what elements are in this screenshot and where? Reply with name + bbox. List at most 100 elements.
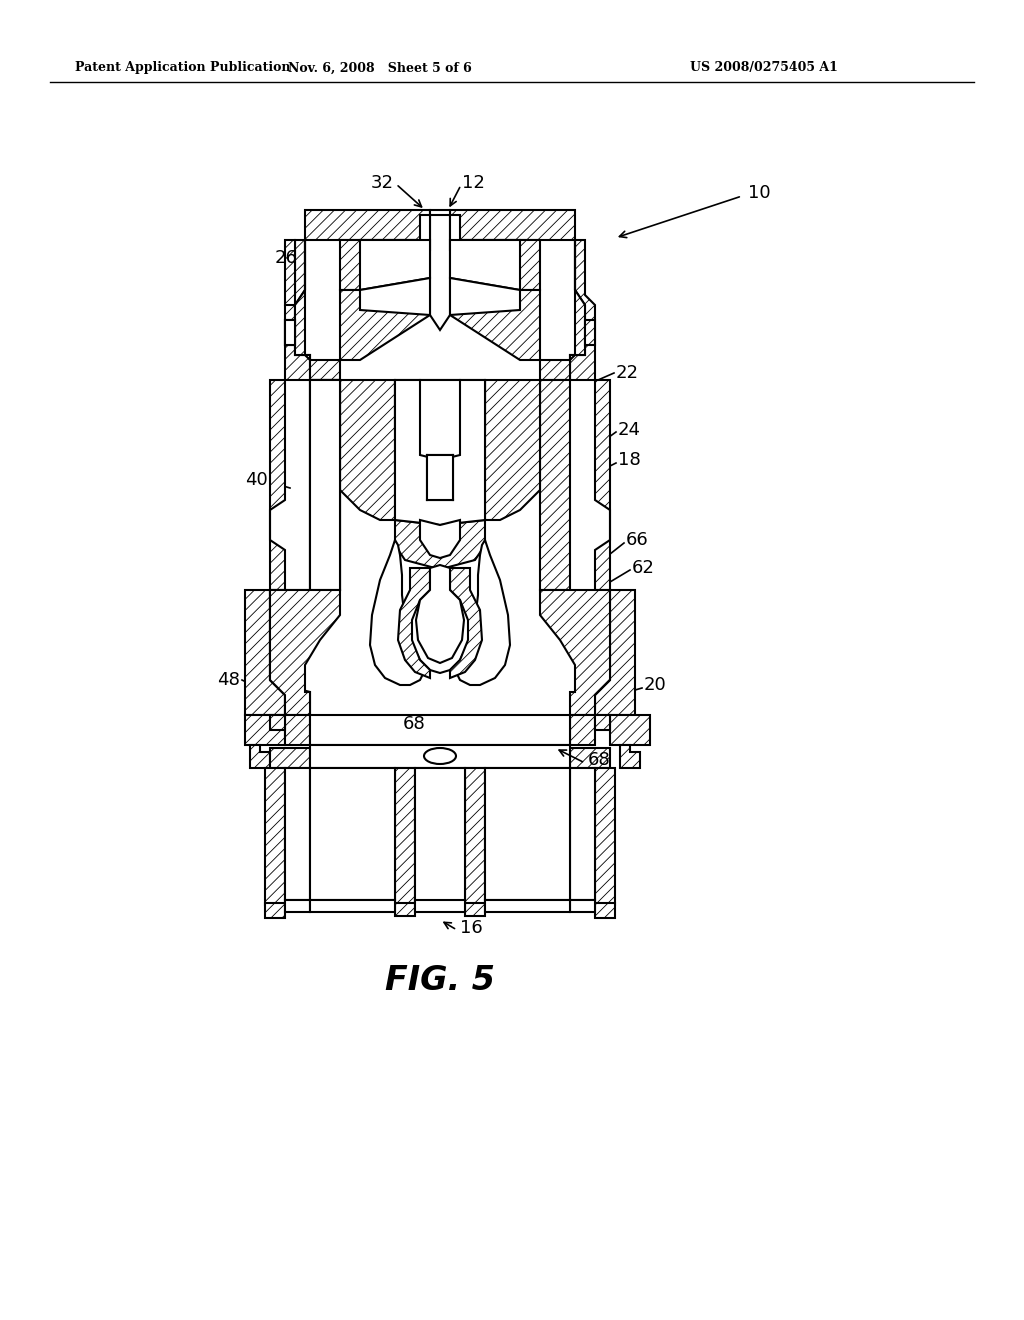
Polygon shape <box>415 768 465 906</box>
Polygon shape <box>265 903 285 917</box>
Text: 16: 16 <box>460 919 482 937</box>
Ellipse shape <box>424 748 456 764</box>
Polygon shape <box>285 768 310 900</box>
Polygon shape <box>595 768 615 906</box>
Text: 48: 48 <box>217 671 240 689</box>
Polygon shape <box>485 900 570 912</box>
Polygon shape <box>460 380 485 455</box>
Text: 68: 68 <box>588 751 610 770</box>
Polygon shape <box>420 215 430 249</box>
Polygon shape <box>420 380 460 459</box>
Polygon shape <box>398 568 430 678</box>
Polygon shape <box>270 715 285 730</box>
Polygon shape <box>595 380 610 590</box>
Polygon shape <box>370 540 426 685</box>
Text: US 2008/0275405 A1: US 2008/0275405 A1 <box>690 62 838 74</box>
Polygon shape <box>310 380 340 590</box>
Text: 66: 66 <box>626 531 649 549</box>
Polygon shape <box>454 540 510 685</box>
Polygon shape <box>285 900 310 912</box>
Text: 12: 12 <box>462 174 485 191</box>
Polygon shape <box>415 900 465 912</box>
Polygon shape <box>540 240 585 380</box>
Polygon shape <box>270 590 340 715</box>
Text: 20: 20 <box>644 676 667 694</box>
Text: 40: 40 <box>246 471 268 488</box>
Polygon shape <box>595 715 610 730</box>
Polygon shape <box>250 744 270 768</box>
Text: 10: 10 <box>748 183 771 202</box>
Polygon shape <box>485 768 570 900</box>
Polygon shape <box>585 319 595 345</box>
Polygon shape <box>270 748 310 768</box>
Polygon shape <box>485 380 540 520</box>
Polygon shape <box>450 210 575 240</box>
Polygon shape <box>360 279 430 315</box>
Polygon shape <box>285 319 295 345</box>
Text: 5̲4̲: 5̲4̲ <box>428 620 452 639</box>
Polygon shape <box>340 380 395 520</box>
Polygon shape <box>340 279 430 360</box>
Text: 22: 22 <box>616 364 639 381</box>
Polygon shape <box>540 590 610 715</box>
Polygon shape <box>310 715 570 744</box>
Polygon shape <box>450 240 540 290</box>
Text: 18: 18 <box>618 451 641 469</box>
Text: Nov. 6, 2008   Sheet 5 of 6: Nov. 6, 2008 Sheet 5 of 6 <box>288 62 472 74</box>
Polygon shape <box>395 380 420 455</box>
Polygon shape <box>395 768 415 906</box>
Polygon shape <box>465 903 485 916</box>
Polygon shape <box>360 240 430 290</box>
Polygon shape <box>450 240 520 290</box>
Text: FIG. 5: FIG. 5 <box>385 964 495 997</box>
Polygon shape <box>570 900 595 912</box>
Polygon shape <box>270 590 310 715</box>
Polygon shape <box>395 520 485 568</box>
Polygon shape <box>450 279 520 315</box>
Polygon shape <box>610 715 650 744</box>
Polygon shape <box>395 903 415 916</box>
Polygon shape <box>265 768 285 906</box>
Polygon shape <box>430 210 450 240</box>
Polygon shape <box>310 744 570 768</box>
Polygon shape <box>570 748 610 768</box>
Polygon shape <box>595 903 615 917</box>
Polygon shape <box>450 568 482 678</box>
Polygon shape <box>570 715 595 744</box>
Text: 32: 32 <box>371 174 394 191</box>
Polygon shape <box>245 715 285 744</box>
Polygon shape <box>595 590 635 715</box>
Polygon shape <box>540 380 570 590</box>
Text: 68: 68 <box>402 715 425 733</box>
Polygon shape <box>270 380 285 590</box>
Polygon shape <box>465 768 485 906</box>
Polygon shape <box>620 744 640 768</box>
Polygon shape <box>310 380 340 590</box>
Polygon shape <box>285 319 295 345</box>
Polygon shape <box>450 279 540 360</box>
Polygon shape <box>285 240 310 380</box>
Polygon shape <box>410 568 470 673</box>
Polygon shape <box>285 240 295 305</box>
Text: Patent Application Publication: Patent Application Publication <box>75 62 291 74</box>
Polygon shape <box>310 768 395 900</box>
Polygon shape <box>395 380 485 525</box>
Polygon shape <box>295 240 340 380</box>
Polygon shape <box>340 240 430 290</box>
Polygon shape <box>427 455 453 500</box>
Polygon shape <box>416 565 464 663</box>
Polygon shape <box>305 210 430 240</box>
Polygon shape <box>310 900 395 912</box>
Polygon shape <box>420 520 460 558</box>
Text: 62: 62 <box>632 558 655 577</box>
Text: 26: 26 <box>275 249 298 267</box>
Polygon shape <box>570 240 595 380</box>
Polygon shape <box>450 215 460 249</box>
Polygon shape <box>310 380 340 590</box>
Text: 24: 24 <box>618 421 641 440</box>
Polygon shape <box>430 215 450 330</box>
Polygon shape <box>285 715 310 744</box>
Polygon shape <box>245 590 285 715</box>
Text: 5̲2̲: 5̲2̲ <box>428 286 452 304</box>
Polygon shape <box>570 768 595 900</box>
